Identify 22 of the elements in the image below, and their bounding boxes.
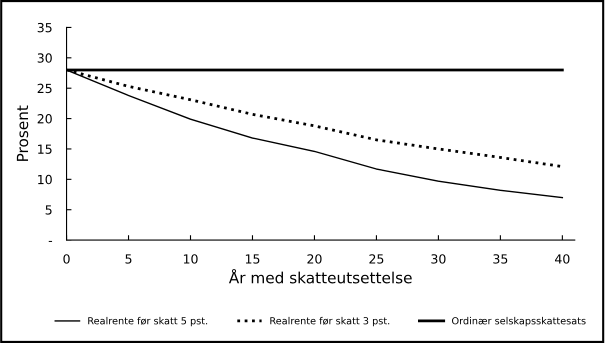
x-axis-title: År med skatteutsettelse [228, 269, 412, 284]
x-tick-label: 40 [555, 254, 570, 264]
x-tick-label: 10 [184, 254, 198, 264]
x-tick-label: 20 [307, 254, 322, 264]
y-tick-label: 25 [38, 84, 52, 94]
y-axis-title: Prosent [16, 106, 28, 161]
y-tick-label: 35 [38, 22, 52, 32]
y-tick-label: 10 [38, 174, 52, 184]
x-tick-label: 35 [493, 254, 508, 264]
x-tick-label: 15 [246, 254, 260, 264]
y-tick-label: 20 [38, 114, 52, 124]
x-tick-label: 0 [63, 254, 70, 264]
y-tick-label: 15 [38, 144, 52, 154]
x-tick-label: 25 [369, 254, 384, 264]
y-tick-label: 5 [46, 205, 52, 215]
legend-label: Realrente før skatt 5 pst. [88, 316, 208, 326]
y-tick-label: - [48, 240, 52, 242]
y-tick-label: 30 [38, 53, 52, 63]
legend-label: Ordinær selskapsskattesats [452, 316, 586, 326]
x-tick-label: 5 [126, 254, 132, 264]
x-tick-label: 30 [431, 254, 446, 264]
legend-label: Realrente før skatt 3 pst. [270, 316, 390, 326]
